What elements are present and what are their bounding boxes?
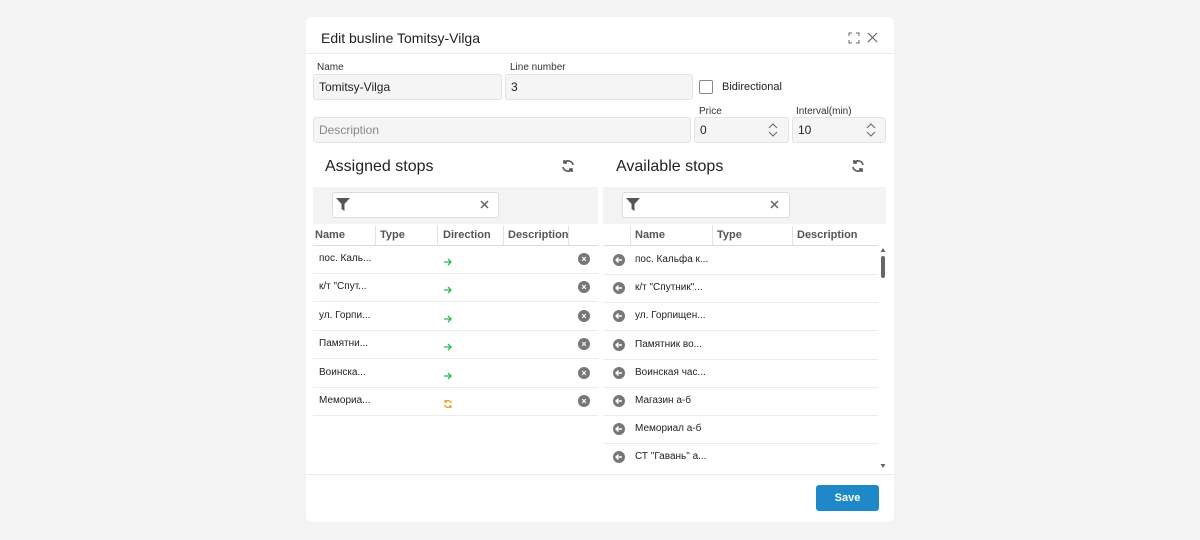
label: Interval(min) [796, 106, 852, 117]
column-header[interactable]: Type [717, 229, 742, 241]
filter-input[interactable] [622, 192, 790, 218]
label: Line number [510, 62, 566, 73]
spinner[interactable] [866, 123, 876, 137]
column-separator [712, 226, 713, 245]
row-name: пос. Каль... [319, 253, 372, 264]
row-divider [603, 386, 878, 388]
direction-icon [443, 396, 453, 409]
add-button[interactable] [613, 281, 625, 295]
refresh-button[interactable] [561, 159, 575, 173]
column-separator [503, 226, 504, 245]
column-separator [375, 226, 376, 245]
remove-button[interactable]: × [578, 395, 590, 407]
add-button[interactable] [613, 338, 625, 351]
row-divider [603, 415, 878, 416]
row-name: Воинска... [319, 366, 366, 378]
row-divider [603, 302, 878, 304]
remove-button[interactable]: × [578, 253, 590, 265]
row-divider [313, 358, 598, 360]
row-name: к/т "Спут... [319, 281, 367, 293]
row-name: Памятни... [319, 338, 369, 350]
spinner[interactable] [768, 123, 778, 137]
direction-icon [443, 282, 453, 294]
divider [313, 245, 598, 246]
row-divider [313, 386, 598, 388]
remove-button[interactable]: × [578, 281, 590, 294]
row-name: к/т "Спутник"... [635, 282, 703, 294]
add-button[interactable] [613, 450, 625, 464]
section-title: Available stops [616, 158, 724, 175]
direction-icon [443, 339, 453, 351]
row-divider [313, 415, 598, 416]
row-name: пос. Кальфа к... [635, 254, 709, 265]
row-name: Мемориал а-б [635, 423, 702, 435]
row-name: Памятник во... [635, 338, 702, 350]
add-button[interactable] [613, 394, 625, 407]
checkbox-label: Bidirectional [722, 81, 782, 93]
remove-button[interactable]: × [578, 338, 590, 351]
checkbox[interactable] [699, 80, 713, 94]
scrollbar[interactable] [880, 247, 886, 469]
column-separator [630, 226, 631, 245]
row-divider [313, 273, 598, 274]
row-divider [603, 330, 878, 332]
direction-icon [443, 254, 453, 266]
row-name: Мемориа... [319, 395, 371, 406]
divider [306, 474, 894, 475]
add-button[interactable] [613, 309, 625, 323]
add-button[interactable] [613, 253, 625, 266]
row-divider [603, 274, 878, 275]
refresh-button[interactable] [851, 159, 865, 173]
window-controls[interactable] [848, 32, 882, 44]
filter-icon [626, 198, 640, 211]
column-separator [568, 226, 569, 245]
direction-icon [443, 368, 453, 380]
line-input[interactable]: 3 [505, 74, 693, 100]
label: Name [317, 62, 344, 73]
add-button[interactable] [613, 422, 625, 436]
column-header[interactable]: Description [508, 229, 569, 241]
column-header[interactable]: Type [380, 229, 405, 241]
dialog-title: Edit busline Tomitsy-Vilga [321, 30, 481, 46]
filter-input[interactable] [332, 192, 499, 218]
description-input[interactable]: Description [313, 117, 691, 143]
clear-button[interactable] [770, 200, 779, 209]
clear-button[interactable] [480, 200, 489, 209]
column-separator [792, 226, 793, 245]
dialog [306, 17, 894, 522]
column-header[interactable]: Name [315, 229, 345, 241]
save-button[interactable]: Save [816, 485, 879, 511]
row-divider [603, 358, 878, 360]
row-divider [603, 443, 878, 445]
divider [603, 245, 878, 246]
row-divider [313, 301, 598, 303]
row-name: Магазин а-б [635, 395, 691, 406]
remove-button[interactable]: × [578, 309, 590, 322]
label: Price [699, 106, 722, 117]
row-name: ул. Горпищен... [635, 310, 706, 322]
row-name: СТ "Гавань" а... [635, 451, 707, 463]
interval-input[interactable]: 10 [792, 117, 886, 143]
row-name: Воинская час... [635, 366, 706, 378]
row-name: ул. Горпи... [319, 309, 371, 321]
add-button[interactable] [613, 366, 625, 379]
section-title: Assigned stops [325, 158, 434, 175]
filter-icon [336, 198, 350, 211]
direction-icon [443, 311, 453, 323]
column-header[interactable]: Name [635, 229, 665, 241]
divider [306, 53, 894, 54]
row-divider [313, 329, 598, 331]
price-input[interactable]: 0 [694, 117, 789, 143]
column-header[interactable]: Description [797, 229, 858, 241]
remove-button[interactable]: × [578, 366, 590, 379]
column-separator [437, 226, 438, 245]
column-header[interactable]: Direction [443, 229, 491, 241]
name-input[interactable]: Tomitsy-Vilga [313, 74, 502, 100]
